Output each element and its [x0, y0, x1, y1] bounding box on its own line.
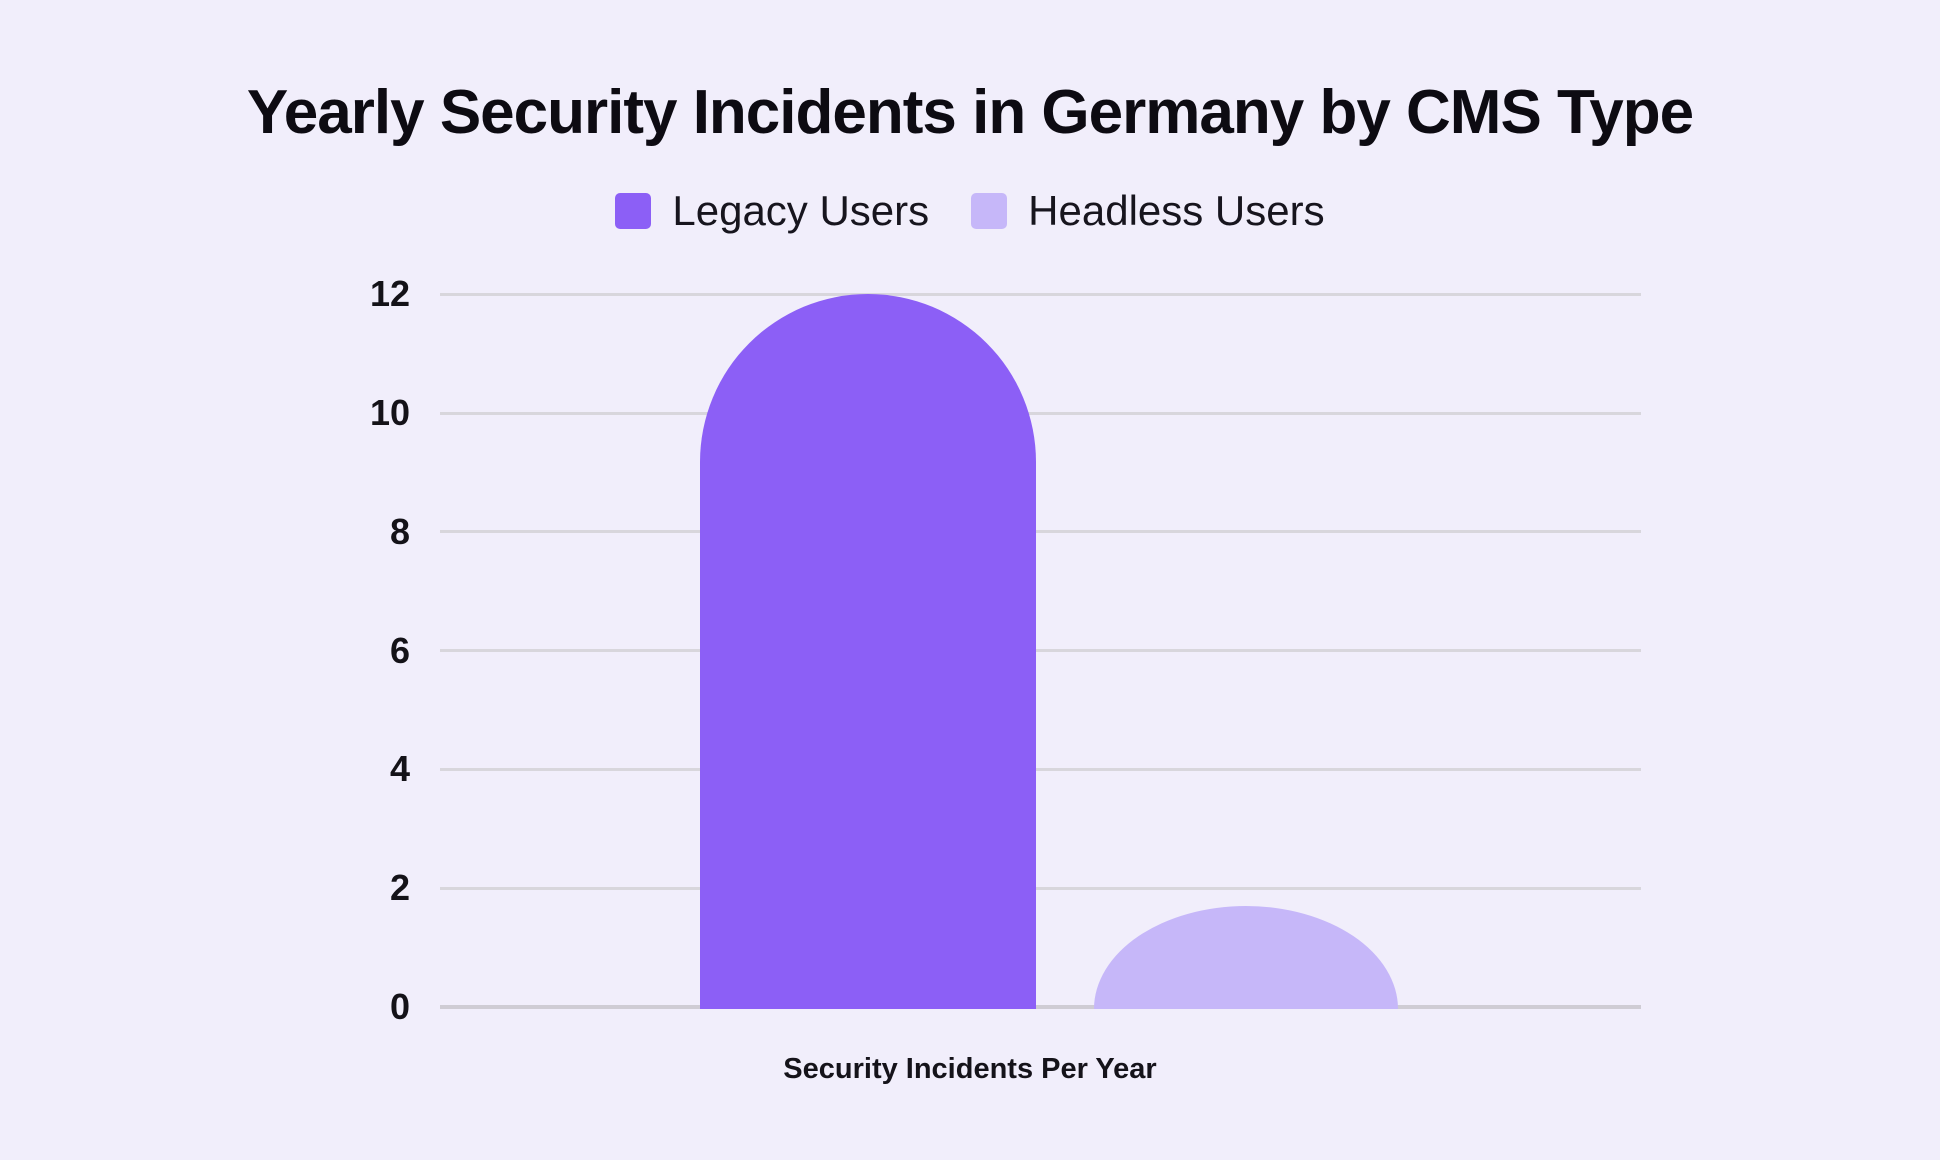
legend-label-legacy-users: Legacy Users [672, 187, 930, 234]
gridline-12 [440, 292, 1641, 296]
x-axis-baseline [440, 1005, 1641, 1009]
legend: Legacy Users Headless Users [0, 190, 1940, 232]
y-tick-label-10: 10 [369, 392, 410, 433]
gridline-10 [440, 411, 1641, 415]
y-tick-label-4: 4 [389, 748, 410, 790]
gridline-4 [440, 767, 1641, 771]
bar-headless-users [1094, 906, 1398, 1009]
legend-swatch-legacy-users-icon [615, 193, 652, 229]
legend-item-legacy-users: Legacy Users [615, 190, 929, 232]
bar-legacy-users [700, 294, 1036, 1009]
gridline-2 [440, 886, 1641, 890]
y-tick-label-2: 2 [389, 867, 410, 909]
gridline-6 [440, 649, 1641, 653]
y-tick-label-0: 0 [389, 986, 410, 1027]
x-axis-label: Security Incidents Per Year [783, 1053, 1157, 1085]
legend-swatch-headless-users-icon [971, 193, 1008, 229]
y-tick-label-6: 6 [389, 629, 410, 671]
y-tick-label-12: 12 [369, 273, 410, 315]
chart-title: Yearly Security Incidents in Germany by … [246, 78, 1694, 147]
gridline-8 [440, 530, 1641, 534]
y-tick-label-8: 8 [389, 510, 410, 552]
legend-item-headless-users: Headless Users [971, 187, 1325, 234]
legend-label-headless-users: Headless Users [1028, 187, 1325, 234]
